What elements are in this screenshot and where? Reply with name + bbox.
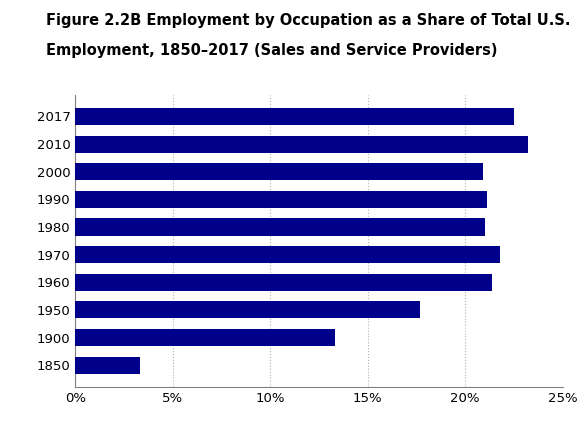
Bar [75,191,487,208]
Bar [75,108,514,125]
Text: Figure 2.2B Employment by Occupation as a Share of Total U.S.: Figure 2.2B Employment by Occupation as … [46,13,571,28]
Bar [75,273,492,291]
Bar [75,218,485,236]
Bar [75,301,420,319]
Bar [75,329,335,346]
Bar [75,356,140,374]
Bar [75,163,483,180]
Bar [75,135,528,153]
Bar [75,246,500,263]
Text: Employment, 1850–2017 (Sales and Service Providers): Employment, 1850–2017 (Sales and Service… [46,43,498,58]
